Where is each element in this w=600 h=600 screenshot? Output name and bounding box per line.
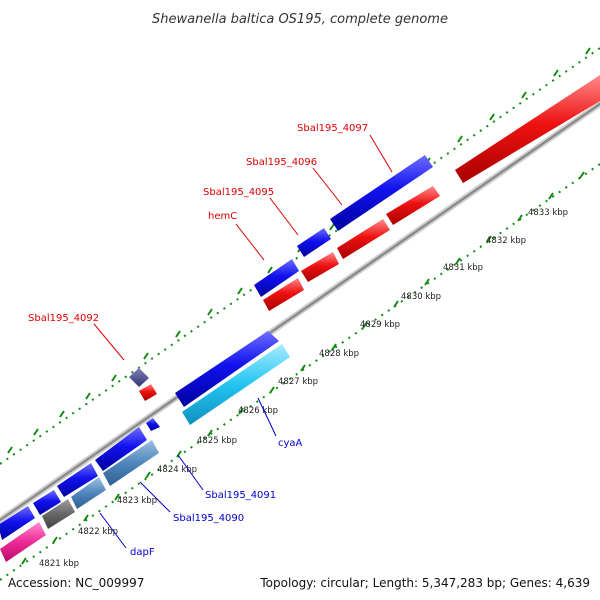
- scale-labels: 4821 kbp 4822 kbp 4823 kbp 4824 kbp 4825…: [39, 208, 568, 569]
- cds-reverse-4095[interactable]: [337, 219, 390, 259]
- gc-skew-track-inner: [0, 163, 600, 581]
- cds-reverse-small[interactable]: [139, 384, 157, 401]
- map-title: Shewanella baltica OS195, complete genom…: [152, 12, 448, 27]
- cds-reverse-4096[interactable]: [386, 186, 440, 225]
- tick-label: 4824 kbp: [157, 465, 197, 475]
- tick-label: 4833 kbp: [528, 208, 568, 218]
- tick-label: 4823 kbp: [117, 496, 157, 506]
- top-gene-labels: Sbal195_4097 Sbal195_4096 Sbal195_4095 h…: [28, 123, 368, 324]
- inner-tick-marks: [21, 171, 585, 565]
- tick-label: 4829 kbp: [360, 320, 400, 330]
- gene-label-sbal195-4091[interactable]: Sbal195_4091: [205, 490, 276, 501]
- genome-summary-text: Topology: circular; Length: 5,347,283 bp…: [259, 576, 590, 590]
- tick-label: 4826 kbp: [238, 406, 278, 416]
- gene-label-cyaa[interactable]: cyaA: [278, 438, 303, 449]
- gene-label-sbal195-4092[interactable]: Sbal195_4092: [28, 313, 99, 324]
- cds-sbal195-4090[interactable]: [57, 463, 98, 497]
- cds-hemc[interactable]: [254, 259, 299, 297]
- gene-label-sbal195-4090[interactable]: Sbal195_4090: [173, 513, 244, 524]
- cds-cyaa[interactable]: [182, 344, 290, 425]
- cds-sbal195-4091[interactable]: [95, 427, 147, 471]
- bottom-gene-labels: cyaA Sbal195_4091 Sbal195_4090 dapF: [130, 438, 303, 558]
- cds-steel-1[interactable]: [103, 440, 159, 486]
- gene-label-sbal195-4096[interactable]: Sbal195_4096: [246, 157, 317, 168]
- forward-strand-features: [0, 155, 433, 540]
- cds-reverse-hemc-right[interactable]: [301, 252, 339, 282]
- gene-label-hemc[interactable]: hemC: [208, 211, 237, 222]
- cds-cyaa-upstream[interactable]: [146, 418, 160, 431]
- cds-dapf[interactable]: [33, 490, 61, 515]
- cds-sbal195-4097[interactable]: [330, 155, 433, 231]
- cds-left-edge[interactable]: [0, 506, 35, 540]
- bottom-leader-lines: [99, 397, 277, 549]
- gene-label-dapf[interactable]: dapF: [130, 547, 155, 558]
- tick-label: 4822 kbp: [78, 527, 118, 537]
- cds-sbal195-4096[interactable]: [297, 228, 331, 257]
- cds-sbal195-4092[interactable]: [175, 331, 279, 407]
- gene-label-sbal195-4095[interactable]: Sbal195_4095: [203, 187, 274, 198]
- tick-label: 4828 kbp: [319, 349, 359, 359]
- small-purple-feature[interactable]: [129, 368, 149, 387]
- tick-label: 4827 kbp: [278, 377, 318, 387]
- tick-label: 4832 kbp: [486, 236, 526, 246]
- tick-label: 4831 kbp: [443, 263, 483, 273]
- accession-text: Accession: NC_009997: [8, 576, 144, 590]
- cds-reverse-hemc[interactable]: [263, 278, 304, 311]
- cds-grey[interactable]: [42, 499, 75, 529]
- tick-label: 4825 kbp: [197, 436, 237, 446]
- gc-skew-track-outer: [0, 47, 600, 465]
- cds-pink[interactable]: [0, 522, 46, 562]
- reverse-strand-features: [0, 75, 600, 562]
- cds-reverse-far-right[interactable]: [455, 75, 600, 183]
- gene-label-sbal195-4097[interactable]: Sbal195_4097: [297, 123, 368, 134]
- tick-label: 4830 kbp: [401, 292, 441, 302]
- top-leader-lines: [93, 134, 393, 361]
- cds-steel-2[interactable]: [71, 477, 106, 509]
- outer-tick-marks: [7, 47, 591, 454]
- tick-label: 4821 kbp: [39, 559, 79, 569]
